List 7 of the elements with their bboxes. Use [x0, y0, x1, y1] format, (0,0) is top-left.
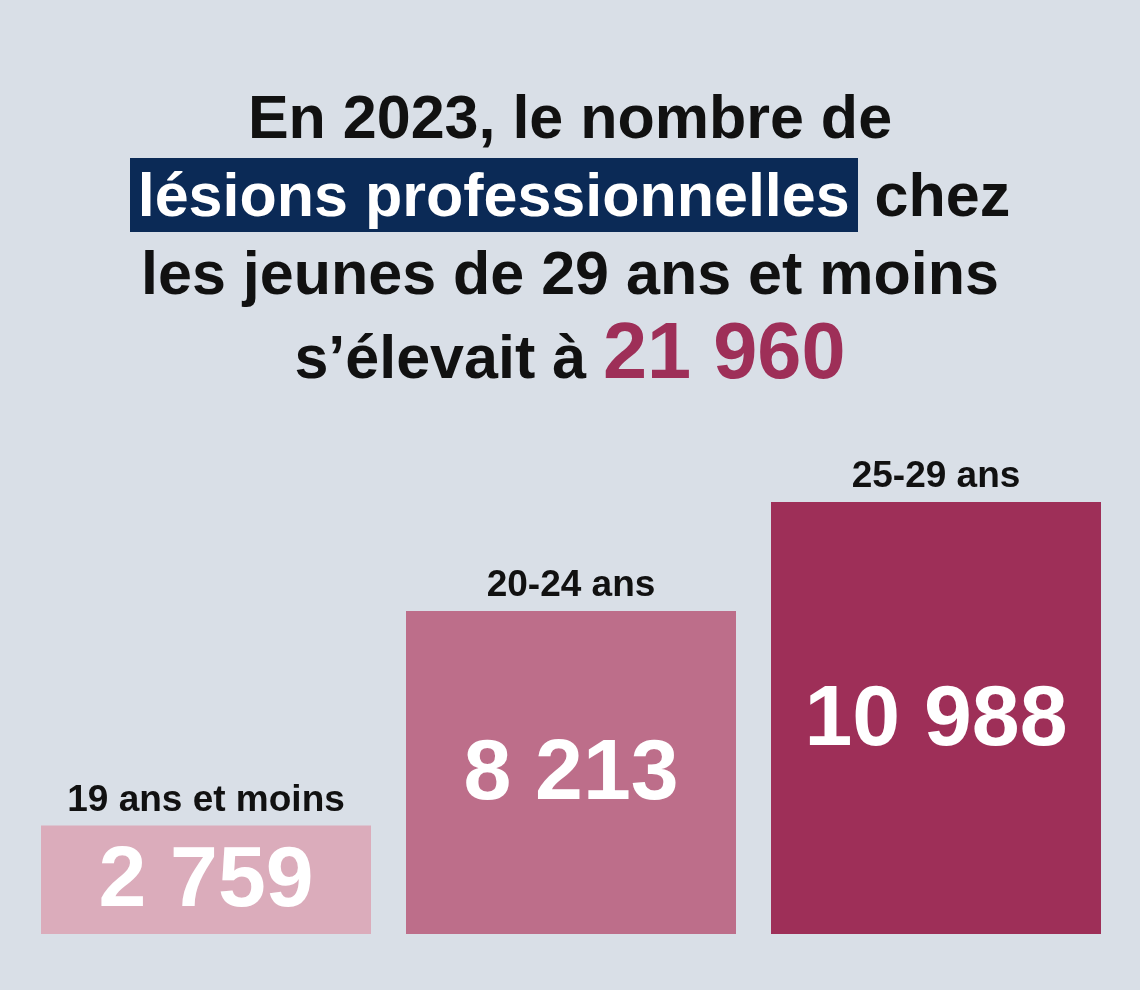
- chart-title: En 2023, le nombre de lésions professionnelles chez les jeunes de 29 ans et moins s’élevait à 21 960: [136, 82, 1011, 396]
- data-label: 2 759: [98, 828, 314, 925]
- x-tick-label: 19 ans et moins: [67, 777, 345, 819]
- data-label: 8 213: [463, 721, 679, 818]
- data-label: 10 988: [804, 666, 1068, 763]
- x-tick-label: 20-24 ans: [486, 563, 656, 605]
- x-tick-label: 25-29 ans: [851, 454, 1021, 495]
